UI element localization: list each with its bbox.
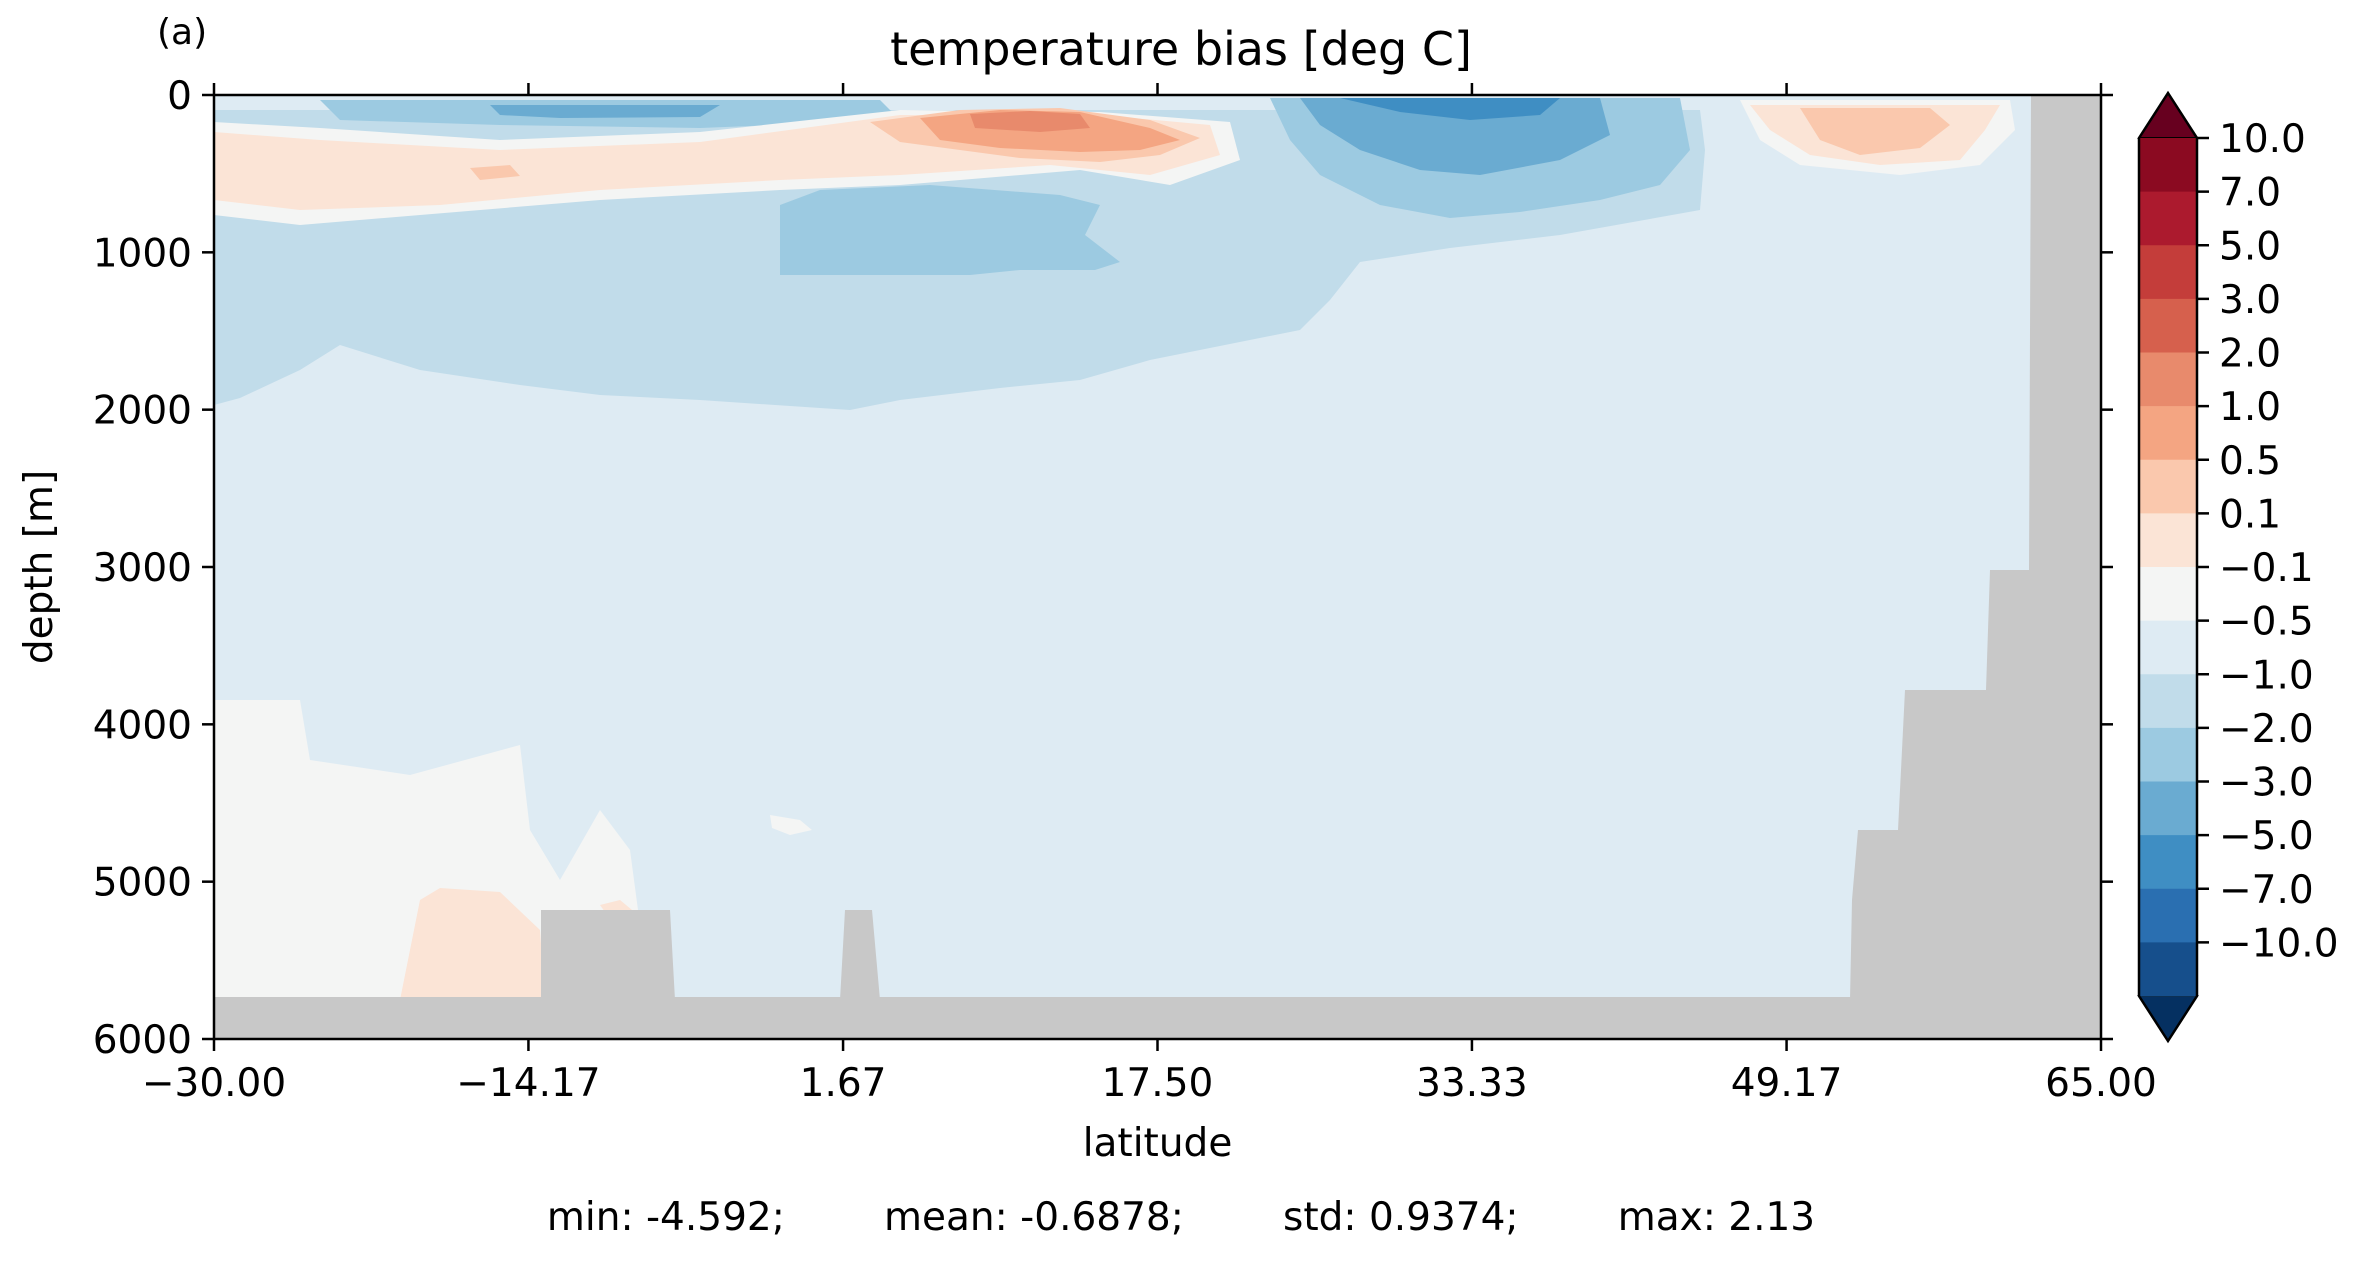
- y-tick-label: 6000: [93, 1018, 192, 1063]
- colorbar-segment: [2139, 138, 2197, 193]
- colorbar-label: 7.0: [2219, 171, 2281, 216]
- heatmap-field: [214, 95, 2101, 1039]
- colorbar: 10.0 7.0 5.0 3.0 2.0 1.0 0.5 0.1 −0.1 −0.5 −1.0 −2.…: [2137, 90, 2339, 1044]
- y-axis-ticks: 0 1000 2000 3000 4000 5000 6000: [93, 74, 2113, 1063]
- colorbar-label: 0.1: [2219, 492, 2281, 537]
- colorbar-segment: [2139, 191, 2197, 246]
- colorbar-segment: [2139, 835, 2197, 890]
- contour-deep-white-dot: [770, 815, 812, 835]
- x-tick-label: −30.00: [142, 1061, 286, 1106]
- stat-max: max: 2.13: [1617, 1195, 1816, 1240]
- colorbar-outline: [2137, 90, 2199, 1044]
- y-tick-label: 4000: [93, 703, 192, 748]
- contour-deep-warm-dot: [600, 900, 632, 912]
- contour-warm-core-3: [970, 111, 1090, 132]
- colorbar-label: 0.5: [2219, 439, 2281, 484]
- x-tick-label: 49.17: [1731, 1061, 1843, 1106]
- x-tick-label: 1.67: [800, 1061, 887, 1106]
- colorbar-label: −0.5: [2219, 600, 2314, 645]
- x-tick-label: −14.17: [456, 1061, 600, 1106]
- contour-lev-4-north: [1340, 98, 1560, 120]
- colorbar-label: −10.0: [2219, 921, 2339, 966]
- y-tick-label: 2000: [93, 389, 192, 434]
- colorbar-segment: [2139, 459, 2197, 514]
- stats-line: min: -4.592; mean: -0.6878; std: 0.9374;…: [0, 1195, 2362, 1240]
- contour-warm-patch-west: [470, 165, 520, 180]
- colorbar-segment: [2139, 298, 2197, 354]
- colorbar-label: 5.0: [2219, 224, 2281, 269]
- colorbar-segment: [2139, 781, 2197, 836]
- colorbar-label: −5.0: [2219, 814, 2314, 859]
- colorbar-segment: [2139, 674, 2197, 729]
- x-axis-label: latitude: [1083, 1121, 1233, 1166]
- colorbar-segment: [2139, 942, 2197, 997]
- contour-lev-2-mid: [780, 185, 1120, 275]
- colorbar-segment: [2139, 620, 2197, 675]
- colorbar-label: 1.0: [2219, 385, 2281, 430]
- contour-deep-warm: [400, 888, 545, 1000]
- y-tick-label: 0: [167, 74, 192, 119]
- colorbar-label: 10.0: [2219, 117, 2306, 162]
- colorbar-extend-min: [2137, 995, 2199, 1043]
- colorbar-label: −1.0: [2219, 653, 2314, 698]
- panel-label: (a): [157, 12, 208, 53]
- colorbar-label: −7.0: [2219, 868, 2314, 913]
- colorbar-segment: [2139, 567, 2197, 622]
- chart-title: temperature bias [deg C]: [890, 22, 1472, 76]
- y-tick-label: 5000: [93, 861, 192, 906]
- x-tick-label: 17.50: [1102, 1061, 1214, 1106]
- stat-mean: mean: -0.6878;: [884, 1195, 1184, 1240]
- colorbar-segment: [2139, 245, 2197, 300]
- colorbar-label: −3.0: [2219, 761, 2314, 806]
- colorbar-segment: [2139, 352, 2197, 407]
- x-tick-label: 65.00: [2045, 1061, 2157, 1106]
- colorbar-extend-max: [2137, 91, 2199, 139]
- colorbar-segment: [2139, 406, 2197, 461]
- colorbar-label: 3.0: [2219, 278, 2281, 323]
- y-tick-label: 1000: [93, 231, 192, 276]
- stat-std: std: 0.9374;: [1283, 1195, 1519, 1240]
- colorbar-segment: [2139, 727, 2197, 783]
- contour-warm-north-core: [1800, 108, 1950, 155]
- y-axis-label: depth [m]: [17, 470, 62, 664]
- colorbar-segment: [2139, 513, 2197, 568]
- colorbar-label: 2.0: [2219, 332, 2281, 377]
- land-mask: [214, 95, 2101, 1039]
- colorbar-label: −0.1: [2219, 546, 2314, 591]
- colorbar-label: −2.0: [2219, 707, 2314, 752]
- x-axis-ticks: −30.00 −14.17 1.67 17.50 33.33 49.17 65.00: [142, 83, 2157, 1106]
- contour-lev-3-top: [490, 105, 720, 118]
- colorbar-segment: [2139, 888, 2197, 943]
- contour-lev-3-north: [1300, 98, 1610, 175]
- x-tick-label: 33.33: [1416, 1061, 1528, 1106]
- y-tick-label: 3000: [93, 546, 192, 591]
- stat-min: min: -4.592;: [546, 1195, 785, 1240]
